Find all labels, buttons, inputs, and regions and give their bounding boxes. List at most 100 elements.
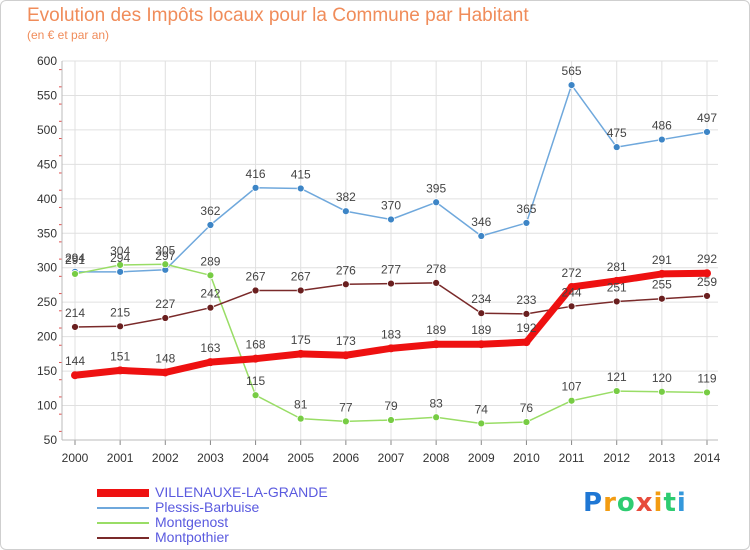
data-label: 242	[200, 287, 220, 301]
data-point	[296, 414, 305, 423]
legend-label: Montgenost	[155, 514, 229, 530]
data-point	[296, 184, 305, 193]
data-label: 292	[697, 252, 717, 266]
legend-swatch	[97, 488, 149, 497]
data-label: 294	[110, 251, 130, 265]
data-point	[251, 354, 260, 363]
data-point	[703, 269, 711, 278]
data-point	[341, 280, 350, 289]
legend-swatch	[97, 506, 149, 509]
data-labels-layer: 294 294 297 362 416 415 382 370 395 346 365 565 475 4…	[65, 64, 717, 416]
data-label: 297	[155, 249, 175, 263]
data-point	[71, 270, 79, 278]
logo-letter: r	[603, 488, 617, 518]
logo-letter: t	[663, 488, 677, 518]
data-label: 120	[652, 371, 672, 385]
data-point	[703, 292, 711, 300]
data-label: 76	[520, 401, 534, 415]
data-label: 255	[652, 278, 672, 292]
data-point	[522, 309, 531, 318]
data-label: 486	[652, 119, 672, 133]
logo-letter: i	[653, 488, 664, 518]
data-label: 259	[697, 275, 717, 289]
data-label: 415	[291, 167, 311, 181]
data-point	[432, 198, 441, 207]
data-point	[161, 314, 170, 322]
data-point	[116, 267, 125, 276]
data-label: 291	[65, 253, 85, 267]
legend-swatch	[97, 536, 149, 539]
data-label: 475	[607, 126, 627, 140]
data-point	[477, 419, 486, 428]
x-tick-label: 2014	[694, 451, 721, 465]
data-point	[432, 278, 441, 287]
data-label: 304	[110, 244, 130, 258]
logo-letter: x	[635, 488, 654, 518]
data-label: 74	[475, 402, 489, 416]
data-point	[522, 219, 531, 227]
data-label: 107	[562, 380, 582, 394]
data-label: 168	[246, 338, 266, 352]
y-tick-label: 100	[37, 399, 57, 413]
data-label: 148	[155, 351, 175, 365]
x-tick-label: 2003	[197, 451, 224, 465]
data-point	[657, 387, 666, 396]
data-point	[116, 322, 125, 331]
x-tick-label: 2006	[333, 451, 360, 465]
data-label: 81	[294, 398, 308, 412]
data-label: 362	[200, 204, 220, 218]
x-tick-label: 2002	[152, 451, 179, 465]
data-point	[657, 135, 666, 144]
x-tick-label: 2009	[468, 451, 495, 465]
data-label: 119	[697, 371, 716, 385]
y-tick-label: 50	[44, 433, 58, 447]
data-point	[703, 128, 711, 136]
x-tick-label: 2008	[423, 451, 450, 465]
data-label: 189	[426, 323, 446, 337]
logo-letter: o	[616, 488, 636, 518]
data-point	[341, 207, 350, 216]
data-point	[567, 81, 576, 90]
data-point	[612, 276, 621, 285]
axes-layer: 50 100 150 200 250 300 350 400 450 500 550 600 2000 2…	[37, 54, 721, 465]
data-point	[206, 303, 215, 312]
data-label: 346	[471, 215, 491, 229]
data-label: 214	[65, 306, 85, 320]
data-point	[522, 338, 531, 347]
data-point	[567, 396, 576, 405]
data-point	[567, 302, 576, 311]
data-point	[612, 387, 621, 395]
data-label: 175	[291, 333, 311, 347]
chart-subtitle: (en € et par an)	[27, 28, 110, 42]
data-point	[612, 143, 621, 152]
data-point	[387, 416, 395, 424]
legend-label: VILLENAUXE-LA-GRANDE	[155, 484, 328, 500]
x-tick-label: 2005	[287, 451, 314, 465]
y-tick-label: 200	[37, 330, 57, 344]
data-point	[612, 297, 621, 306]
data-point	[387, 344, 395, 353]
data-point	[116, 261, 125, 269]
data-label: 77	[339, 400, 353, 414]
data-label: 278	[426, 262, 446, 276]
y-tick-label: 250	[37, 295, 57, 309]
data-point	[206, 271, 215, 280]
data-label: 227	[155, 297, 175, 311]
x-tick-label: 2010	[513, 451, 540, 465]
data-label: 115	[246, 374, 265, 388]
data-label: 121	[607, 370, 627, 384]
data-point	[432, 340, 441, 349]
data-point	[432, 413, 441, 422]
data-label: 565	[562, 64, 582, 78]
data-label: 497	[697, 111, 717, 125]
data-point	[477, 340, 486, 349]
data-label: 267	[291, 269, 311, 283]
x-tick-label: 2007	[378, 451, 405, 465]
series-layer	[71, 81, 711, 428]
data-label: 277	[381, 263, 401, 277]
data-point	[477, 309, 486, 318]
data-point	[522, 418, 531, 426]
data-point	[657, 269, 666, 278]
